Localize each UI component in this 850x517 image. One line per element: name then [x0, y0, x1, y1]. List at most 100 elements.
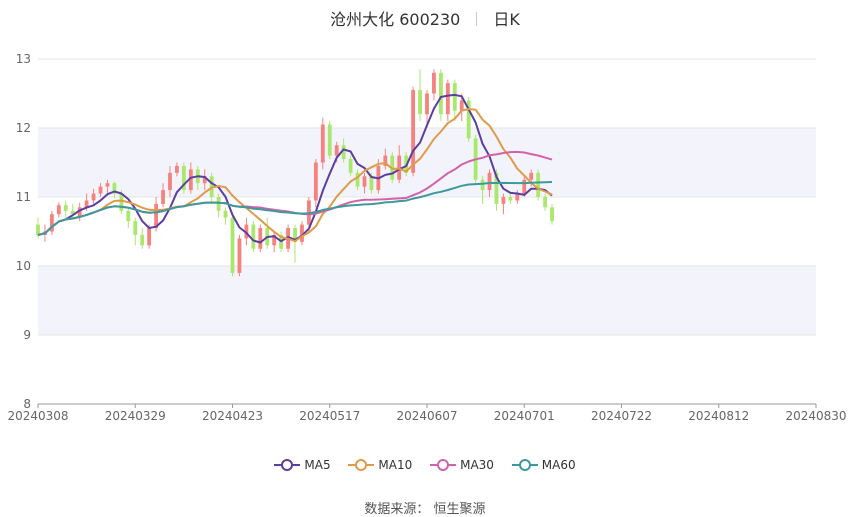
candle [452, 79, 457, 122]
legend-ma10-label: MA10 [378, 458, 413, 472]
candle-body [348, 159, 353, 173]
candle-body [522, 179, 527, 194]
y-tick-label-9: 9 [23, 328, 31, 342]
candle [105, 179, 110, 194]
candle [272, 231, 277, 253]
legend-item-ma5[interactable]: MA5 [274, 458, 331, 472]
candle [501, 193, 506, 215]
candle-body [452, 83, 457, 111]
candle-body [77, 207, 82, 217]
candle [313, 159, 318, 208]
y-tick-label-8: 8 [23, 397, 31, 411]
legend-ma5-icon [274, 458, 301, 472]
candle-body [438, 72, 443, 115]
legend-item-ma30[interactable]: MA30 [430, 458, 494, 472]
legend-item-ma10[interactable]: MA10 [348, 458, 412, 472]
candle-body [445, 83, 450, 115]
y-tick-label-11: 11 [16, 190, 31, 204]
candle-body [161, 190, 165, 204]
candle [411, 86, 416, 177]
candle-body [119, 193, 124, 211]
candle-body [494, 172, 499, 204]
candle-body [237, 238, 242, 273]
band-11 [38, 128, 816, 197]
candle-body [98, 186, 103, 194]
candle [425, 90, 429, 128]
candle [515, 190, 520, 204]
legend-ma30-icon [430, 458, 457, 472]
candle-body [355, 172, 360, 187]
candle [140, 228, 145, 249]
chart-title: 沧州大化 600230 日K [0, 6, 850, 30]
candle [438, 69, 443, 122]
candle-body [140, 234, 145, 246]
candle-body [529, 172, 534, 180]
candle [536, 169, 541, 201]
x-tick-label-20240722: 20240722 [591, 409, 652, 423]
candle-body [327, 124, 332, 156]
candle [550, 203, 554, 225]
candle [258, 224, 263, 253]
candle-body [133, 221, 138, 235]
candle-body [216, 197, 221, 211]
candle [265, 217, 270, 249]
x-tick-label-20240308: 20240308 [7, 409, 68, 423]
legend-ma60-icon [511, 458, 538, 472]
y-axis: 8 9 10 11 12 13 [16, 52, 31, 411]
candle [161, 183, 165, 208]
y-tick-label-12: 12 [16, 121, 31, 135]
candle [98, 183, 103, 197]
candle-body [425, 93, 429, 115]
moving-averages [37, 93, 553, 244]
legend-ma10-icon [348, 458, 375, 472]
candle-body [258, 228, 263, 249]
chart-bands [38, 128, 816, 335]
candle [355, 169, 360, 191]
candle [91, 188, 96, 204]
data-source: 数据来源： 恒生聚源 [364, 502, 486, 517]
band-9 [38, 266, 816, 335]
candle-body [36, 224, 40, 235]
candle [175, 162, 179, 177]
candle-body [91, 193, 96, 201]
y-tick-label-13: 13 [16, 52, 31, 66]
candle-body [63, 205, 68, 211]
candle [230, 214, 235, 277]
candle-body [515, 193, 520, 201]
candle [445, 79, 450, 122]
candle-body [550, 207, 554, 222]
candle-body [341, 145, 346, 160]
legend-ma5-label: MA5 [304, 458, 331, 472]
candle [480, 176, 485, 204]
candle-body [188, 169, 193, 191]
candle [348, 155, 353, 177]
candle [77, 202, 82, 222]
candle [543, 193, 547, 211]
x-tick-label-20240812: 20240812 [688, 409, 749, 423]
candle-body [168, 172, 172, 191]
ma-line-ma10 [37, 108, 553, 243]
title-separator [476, 12, 478, 26]
candle [244, 217, 249, 246]
candle-body [418, 90, 422, 115]
candle-body [313, 162, 318, 201]
candle-body [397, 155, 402, 180]
candle-body [459, 100, 464, 111]
candle-body [126, 210, 131, 222]
candle [133, 217, 138, 246]
legend-item-ma60[interactable]: MA60 [511, 458, 576, 472]
candle-body [209, 176, 214, 197]
candle-body [105, 183, 110, 187]
candle [300, 221, 304, 246]
candle [56, 202, 61, 218]
candle-body [543, 197, 547, 208]
x-tick-label-20240329: 20240329 [105, 409, 166, 423]
candle-body [181, 165, 186, 191]
candle-body [251, 224, 256, 249]
candle [466, 96, 471, 142]
candle-body [84, 200, 89, 208]
candle-body [480, 179, 485, 191]
candle-body [244, 224, 249, 239]
candle-body [223, 210, 228, 218]
candle-body [49, 214, 54, 232]
